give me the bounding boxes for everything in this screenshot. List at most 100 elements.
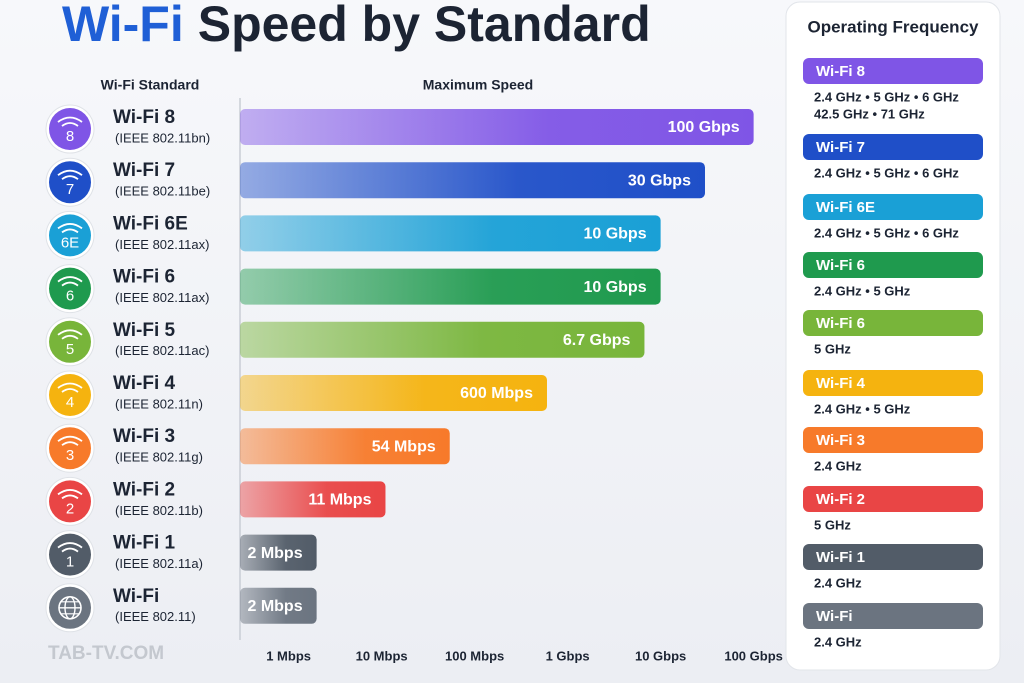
category-subtitle: (IEEE 802.11ac) [115,343,209,358]
icon-wave [57,223,83,230]
icon-label: 4 [66,394,74,411]
frequency-bands: 5 GHz [814,517,851,532]
frequency-pill-label: Wi-Fi 6 [816,257,865,274]
bar-value-label: 10 Gbps [583,279,646,296]
bar-value-label: 600 Mbps [460,385,533,402]
icon-wave [57,542,83,549]
icon-wave [61,281,79,287]
icon-label: 6E [61,234,79,251]
title-rest: Speed by Standard [198,0,651,52]
bar [240,109,754,145]
category-subtitle: (IEEE 802.11ax) [115,237,209,252]
frequency-pill-label: Wi-Fi 4 [816,375,866,392]
frequency-pill [803,544,983,570]
icon-wave [61,228,79,234]
bar-value-label: 54 Mbps [372,438,436,455]
frequency-bands: 2.4 GHz • 5 GHz • 6 GHz [814,89,959,104]
icon [49,480,91,523]
frequency-pill-label: Wi-Fi [816,608,853,625]
icon-wave [57,489,83,496]
x-tick-label: 100 Mbps [445,648,504,663]
category-label: Wi-Fi 8 [113,107,175,128]
frequency-bands: 42.5 GHz • 71 GHz [814,106,925,121]
frequency-bands: 2.4 GHz • 5 GHz [814,401,911,416]
category-label: Wi-Fi [113,586,159,607]
frequency-bands: 2.4 GHz [814,575,862,590]
icon [49,427,91,470]
icon-wave [57,169,83,176]
icon-label: 8 [66,128,74,145]
frequency-pill [803,252,983,278]
frequency-bands: 5 GHz [814,341,851,356]
icon-wave [57,116,83,123]
frequency-pill [803,486,983,512]
x-tick-label: 10 Gbps [635,648,686,663]
watermark: TAB-TV.COM [48,643,164,664]
icon-wave [61,441,79,446]
x-tick-label: 1 Mbps [266,648,311,663]
frequency-pill [803,194,983,220]
category-label: Wi-Fi 2 [113,479,175,500]
frequency-pill [803,370,983,396]
icon-label: 1 [66,554,74,571]
icon-wave [61,122,79,127]
frequency-pill-label: Wi-Fi 6E [816,199,875,216]
category-label: Wi-Fi 6 [113,267,175,288]
chart-title: Wi-Fi Speed by Standard [62,0,651,52]
frequency-pill-label: Wi-Fi 7 [816,139,865,156]
icon-wave [61,547,79,553]
icon-wave [61,494,79,500]
frequency-bands: 2.4 GHz [814,458,862,473]
category-subtitle: (IEEE 802.11ax) [115,290,209,305]
category-label: Wi-Fi 6E [113,213,188,234]
title-highlight: Wi-Fi [62,0,184,52]
icon-wave [61,388,79,393]
icon [49,161,91,204]
icon [49,533,91,576]
panel-title: Operating Frequency [808,17,980,36]
icon-label: 2 [66,500,74,517]
bar [240,534,317,571]
category-label: Wi-Fi 1 [113,533,176,554]
frequency-bands: 2.4 GHz [814,634,862,649]
bar-value-label: 6.7 Gbps [563,332,631,349]
bar-value-label: 10 Gbps [583,226,646,243]
frequency-pill [803,134,983,160]
icon-wave [61,334,79,340]
bar-value-label: 100 Gbps [668,119,740,136]
category-subtitle: (IEEE 802.11a) [115,556,203,571]
bar-value-label: 2 Mbps [247,545,302,562]
bar [240,481,386,518]
x-tick-label: 1 Gbps [546,648,590,663]
icon [49,320,91,363]
bar [240,215,661,252]
bar-value-label: 2 Mbps [247,598,302,615]
frequency-pill [803,603,983,629]
frequency-bands: 2.4 GHz • 5 GHz • 6 GHz [814,225,959,240]
frequency-pill [803,310,983,336]
frequency-pill-label: Wi-Fi 6 [816,315,865,332]
category-header: Wi-Fi Standard [101,77,200,93]
icon [49,214,91,257]
value-header: Maximum Speed [423,77,533,93]
frequency-bands: 2.4 GHz • 5 GHz [814,283,911,298]
icon-label: 7 [66,181,74,198]
bar [240,321,645,358]
category-subtitle: (IEEE 802.11be) [115,184,210,199]
icon-label: 5 [66,341,74,358]
frequency-bands: 2.4 GHz • 5 GHz • 6 GHz [814,165,959,180]
icon-wave [61,175,79,180]
icon-label: 6 [66,288,74,305]
frequency-pill [803,427,983,453]
category-label: Wi-Fi 4 [113,373,176,394]
category-subtitle: (IEEE 802.11b) [115,503,203,518]
icon [49,267,91,310]
icon-wave [57,276,83,283]
category-label: Wi-Fi 5 [113,320,176,341]
category-subtitle: (IEEE 802.11n) [115,396,203,411]
bar [240,587,317,624]
frequency-pill-label: Wi-Fi 8 [816,63,865,80]
bar-value-label: 30 Gbps [628,172,691,189]
icon-wave [57,382,83,389]
